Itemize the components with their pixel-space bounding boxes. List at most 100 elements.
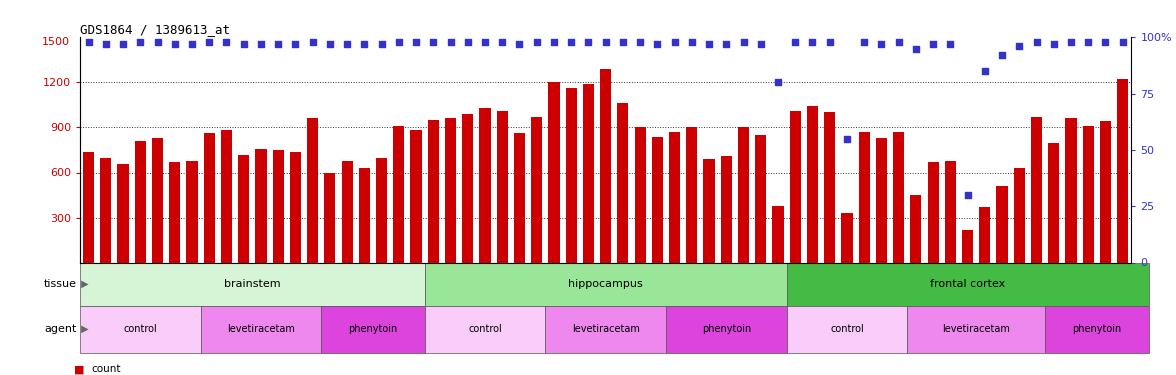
Text: ▶: ▶ [78, 279, 88, 289]
Bar [80, 306, 201, 352]
Text: phenytoin: phenytoin [1073, 324, 1122, 334]
Point [303, 39, 322, 45]
Point [821, 39, 840, 45]
Point [407, 39, 426, 45]
Bar [203, 134, 215, 262]
Point [218, 39, 236, 45]
Point [269, 41, 288, 47]
Bar [273, 150, 283, 262]
Point [923, 41, 942, 47]
Bar [807, 106, 818, 262]
Bar [944, 160, 956, 262]
Point [1114, 39, 1132, 45]
Point [855, 39, 874, 45]
Bar [773, 206, 783, 262]
Point [717, 41, 736, 47]
Point [200, 39, 219, 45]
Point [234, 41, 253, 47]
Bar [928, 162, 938, 262]
Bar [496, 111, 508, 262]
Point [975, 68, 994, 74]
Bar [201, 306, 321, 352]
Point [751, 41, 770, 47]
Point [682, 39, 701, 45]
Bar [666, 306, 787, 352]
Bar [910, 195, 922, 262]
Point [1027, 39, 1045, 45]
Bar [118, 164, 128, 262]
Bar [341, 160, 353, 262]
Text: 1500: 1500 [41, 38, 69, 48]
Point [114, 41, 133, 47]
Text: count: count [92, 364, 121, 374]
Point [786, 39, 804, 45]
Bar [428, 120, 439, 262]
Bar [393, 126, 405, 262]
Point [182, 41, 201, 47]
Bar [787, 262, 1149, 306]
Point [252, 41, 270, 47]
Bar [1045, 306, 1149, 352]
Point [837, 136, 856, 142]
Bar [824, 112, 835, 262]
Bar [80, 262, 425, 306]
Point [769, 80, 788, 86]
Text: agent: agent [44, 324, 76, 334]
Bar [617, 104, 628, 262]
Bar [548, 82, 560, 262]
Bar [789, 111, 801, 262]
Bar [462, 114, 474, 262]
Bar [186, 160, 198, 262]
Bar [737, 128, 749, 262]
Bar [1031, 117, 1042, 262]
Bar [480, 108, 490, 262]
Point [889, 39, 908, 45]
Point [527, 39, 546, 45]
Point [79, 39, 98, 45]
Point [321, 41, 340, 47]
Point [666, 39, 684, 45]
Bar [858, 132, 870, 262]
Bar [221, 130, 232, 262]
Bar [721, 156, 731, 262]
Bar [238, 154, 249, 262]
Bar [893, 132, 904, 262]
Bar [1014, 168, 1025, 262]
Text: phenytoin: phenytoin [348, 324, 397, 334]
Bar [787, 306, 907, 352]
Bar [755, 135, 767, 262]
Bar [546, 306, 666, 352]
Bar [669, 132, 680, 262]
Point [871, 41, 890, 47]
Point [1062, 39, 1081, 45]
Bar [1048, 142, 1060, 262]
Bar [841, 213, 853, 262]
Bar [410, 130, 422, 262]
Bar [652, 136, 663, 262]
Point [1096, 39, 1115, 45]
Point [1010, 44, 1029, 50]
Point [355, 41, 374, 47]
Point [423, 39, 442, 45]
Text: control: control [830, 324, 864, 334]
Bar [1117, 80, 1128, 262]
Text: levetiracetam: levetiracetam [572, 324, 640, 334]
Bar [321, 306, 425, 352]
Text: levetiracetam: levetiracetam [227, 324, 295, 334]
Point [131, 39, 149, 45]
Point [614, 39, 633, 45]
Point [166, 41, 185, 47]
Bar [325, 172, 335, 262]
Point [562, 39, 581, 45]
Bar [425, 262, 787, 306]
Bar [514, 134, 524, 262]
Bar [255, 148, 267, 262]
Text: phenytoin: phenytoin [702, 324, 751, 334]
Bar [169, 162, 180, 262]
Point [475, 39, 494, 45]
Bar [135, 141, 146, 262]
Point [993, 53, 1011, 58]
Bar [980, 207, 990, 262]
Bar [307, 118, 319, 262]
Bar [359, 168, 370, 262]
